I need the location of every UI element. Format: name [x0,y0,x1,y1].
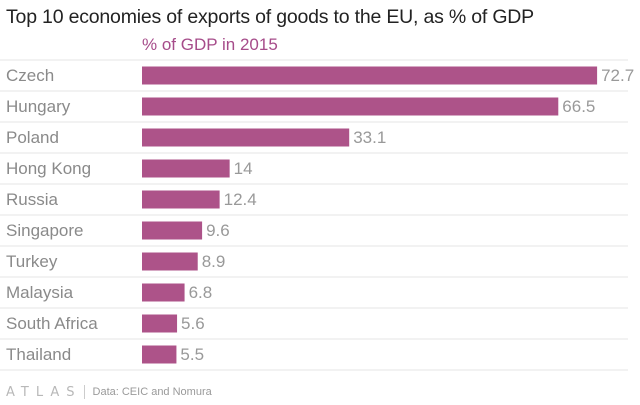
category-label: Hong Kong [6,159,91,178]
value-label: 33.1 [353,128,386,147]
value-label: 12.4 [224,190,257,209]
bars: Czech 72.7 Hungary 66.5 Poland 33.1 Hong Kong 1… [6,66,634,364]
category-label: Malaysia [6,283,74,302]
chart-title: Top 10 economies of exports of goods to … [6,6,534,28]
bar [142,314,178,333]
value-label: 66.5 [562,97,595,116]
bar [142,66,598,85]
bar [142,221,203,240]
category-label: Turkey [6,252,58,271]
series-legend-label: % of GDP in 2015 [142,35,278,54]
value-label: 8.9 [202,252,226,271]
value-label: 5.6 [181,314,205,333]
bar-chart: % of GDP in 2015 Czech 72.7 Hungary 66.5 Pol… [0,35,634,371]
bar [142,128,350,147]
category-label: Russia [6,190,59,209]
footer-divider [83,385,85,399]
category-label: South Africa [6,314,98,333]
source-note: Data: CEIC and Nomura [92,386,212,398]
value-label: 5.5 [180,345,204,364]
category-label: Thailand [6,345,71,364]
gridlines [0,59,628,371]
category-label: Hungary [6,97,71,116]
category-label: Czech [6,66,54,85]
category-label: Poland [6,128,59,147]
value-label: 72.7 [601,66,634,85]
bar [142,190,220,209]
category-label: Singapore [6,221,84,240]
bar [142,97,559,116]
value-label: 9.6 [206,221,230,240]
value-label: 14 [234,159,253,178]
footer: ATLAS Data: CEIC and Nomura [6,384,212,400]
bar [142,345,177,364]
bar [142,252,198,271]
bar [142,159,230,178]
value-label: 6.8 [189,283,213,302]
bar [142,283,185,302]
atlas-logo[interactable]: ATLAS [6,384,82,400]
